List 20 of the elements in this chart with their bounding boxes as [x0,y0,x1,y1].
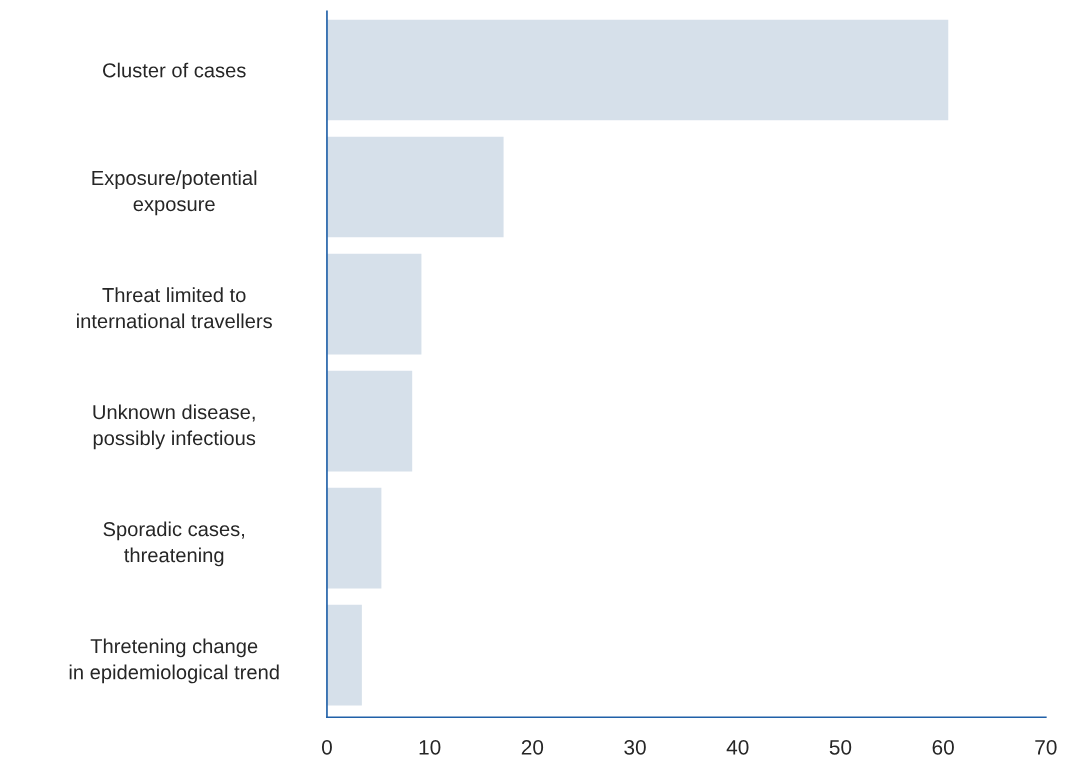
x-tick-label: 70 [1035,739,1057,755]
y-tick-label: Unknown disease, possibly infectious [93,404,256,450]
bar [326,253,422,355]
x-tick-label: 0 [321,739,332,755]
bar [326,370,413,472]
x-tick-label: 40 [726,739,749,755]
bar [326,136,504,238]
y-tick-label: Exposure/potential exposure [92,170,257,216]
y-tick-label: Thretening change in epidemiological trend [69,638,279,684]
y-tick-label: Sporadic cases, threatening [103,521,245,567]
bar [326,487,382,589]
bar [326,604,362,706]
y-tick-label: Cluster of cases [103,62,246,78]
x-tick-label: 20 [521,739,544,755]
x-tick-label: 60 [932,739,954,755]
x-tick-label: 50 [829,739,852,755]
x-tick-label: 30 [624,739,646,755]
y-tick-label: Threat limited to international travellers [77,287,272,329]
bar [326,19,949,121]
x-tick-label: 10 [419,739,441,755]
